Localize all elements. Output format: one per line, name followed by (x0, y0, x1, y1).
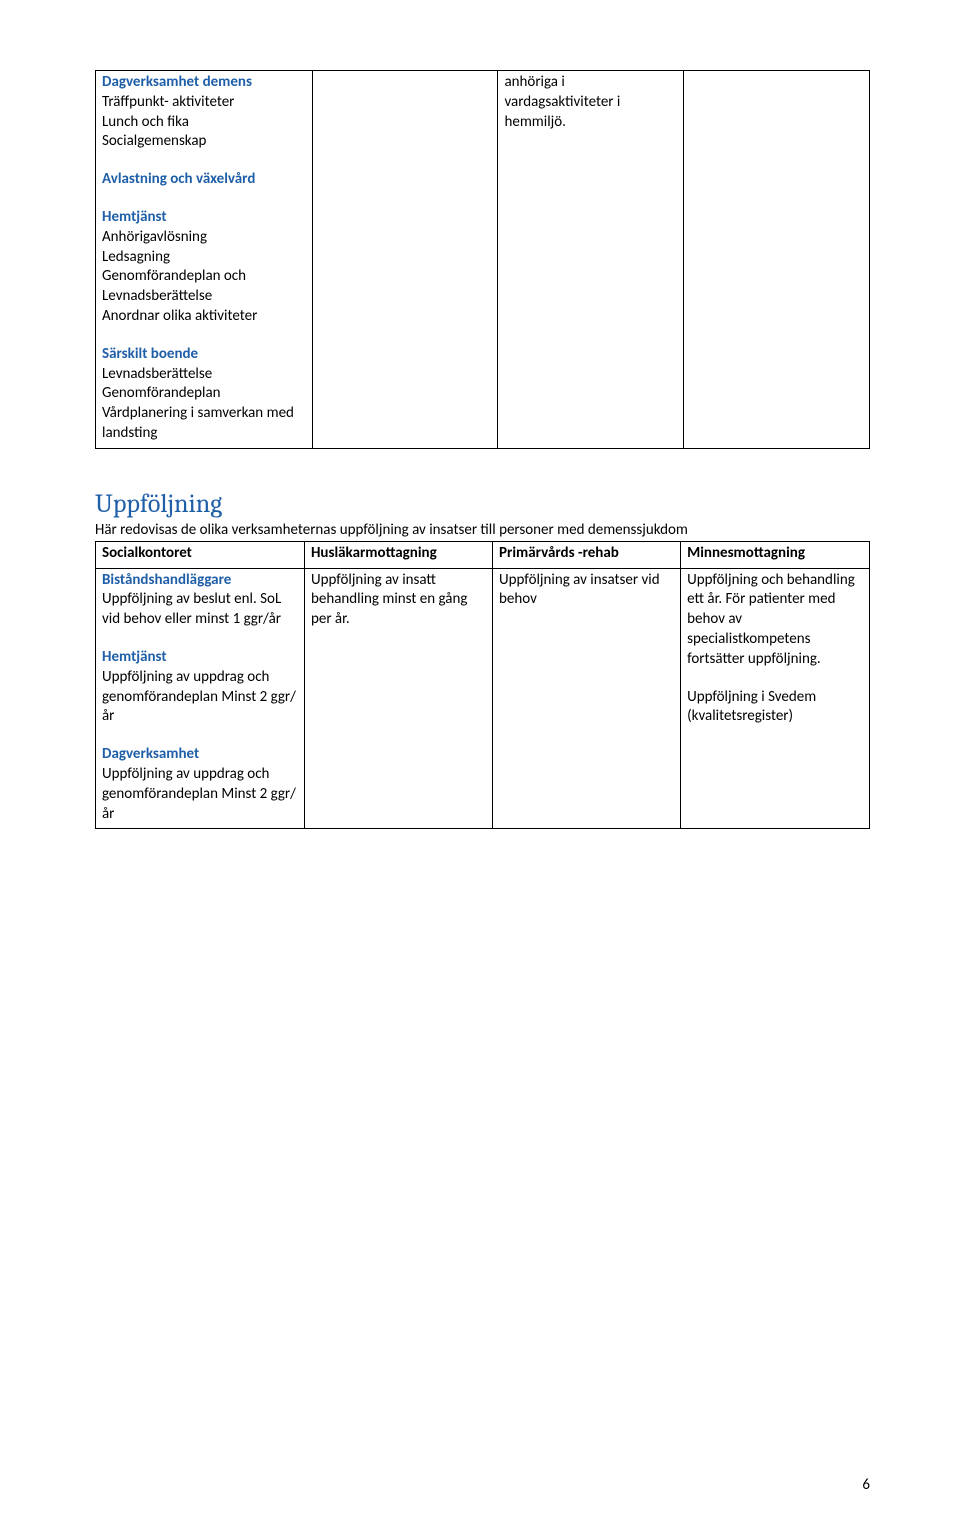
heading-hemtjanst: Hemtjänst (102, 208, 306, 228)
cell-uppf-col1: Biståndshandläggare Uppföljning av beslu… (96, 568, 305, 829)
table-row: Biståndshandläggare Uppföljning av beslu… (96, 568, 870, 829)
heading-avlastning: Avlastning och växelvård (102, 170, 306, 190)
text-line: Lunch och fika (102, 113, 306, 133)
table-uppfoljning: Socialkontoret Husläkarmottagning Primär… (95, 541, 870, 830)
cell-top-col1: Dagverksamhet demens Träffpunkt- aktivit… (96, 71, 313, 449)
table-header: Primärvårds -rehab (493, 541, 681, 568)
text-block: Uppföljning av uppdrag och genomförandep… (102, 668, 298, 727)
text-line: Genomförandeplan (102, 384, 306, 404)
text-block: Uppföljning av uppdrag och genomförandep… (102, 765, 298, 824)
cell-uppf-col3: Uppföljning av insatser vid behov (493, 568, 681, 829)
text-block: Uppföljning och behandling ett år. För p… (687, 571, 863, 670)
text-line: Ledsagning (102, 248, 306, 268)
text-line: Levnadsberättelse (102, 365, 306, 385)
heading-bistandshandlaggare: Biståndshandläggare (102, 571, 298, 591)
cell-top-col4 (684, 71, 870, 449)
text-line: Genomförandeplan och Levnadsberättelse (102, 267, 306, 307)
text-line: Vårdplanering i samverkan med landsting (102, 404, 306, 444)
text-line: Anordnar olika aktiviteter (102, 307, 306, 327)
cell-uppf-col4: Uppföljning och behandling ett år. För p… (681, 568, 870, 829)
heading-hemtjanst-2: Hemtjänst (102, 648, 298, 668)
text-block: Uppföljning av insatt behandling minst e… (311, 571, 486, 630)
text-line: Träffpunkt- aktiviteter (102, 93, 306, 113)
page-number: 6 (862, 1476, 870, 1494)
cell-top-col3: anhöriga i vardagsaktiviteter i hemmiljö… (498, 71, 684, 449)
table-row: Socialkontoret Husläkarmottagning Primär… (96, 541, 870, 568)
text-anhoriga: anhöriga i vardagsaktiviteter i hemmiljö… (504, 73, 677, 132)
cell-uppf-col2: Uppföljning av insatt behandling minst e… (304, 568, 492, 829)
table-header: Socialkontoret (96, 541, 305, 568)
intro-text: Här redovisas de olika verksamheternas u… (95, 521, 870, 539)
text-block: Uppföljning av insatser vid behov (499, 571, 674, 611)
table-top: Dagverksamhet demens Träffpunkt- aktivit… (95, 70, 870, 449)
heading-dagverksamhet-2: Dagverksamhet (102, 745, 298, 765)
cell-top-col2 (312, 71, 498, 449)
table-header: Husläkarmottagning (304, 541, 492, 568)
heading-uppfoljning: Uppföljning (95, 489, 870, 519)
table-header: Minnesmottagning (681, 541, 870, 568)
heading-sarskilt-boende: Särskilt boende (102, 345, 306, 365)
text-line: Anhörigavlösning (102, 228, 306, 248)
table-row: Dagverksamhet demens Träffpunkt- aktivit… (96, 71, 870, 449)
heading-dagverksamhet-demens: Dagverksamhet demens (102, 73, 306, 93)
text-block: Uppföljning i Svedem (kvalitetsregister) (687, 688, 863, 728)
text-line: Socialgemenskap (102, 132, 306, 152)
text-block: Uppföljning av beslut enl. SoL vid behov… (102, 590, 298, 630)
